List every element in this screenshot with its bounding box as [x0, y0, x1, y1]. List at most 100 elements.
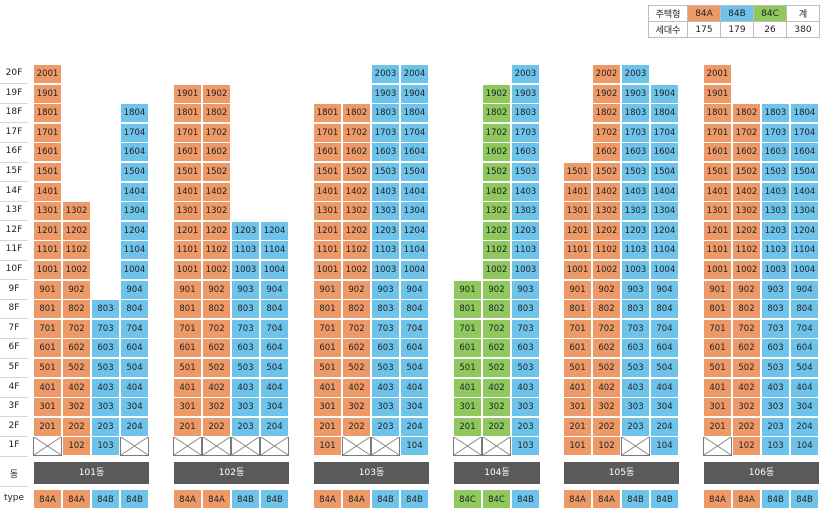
unit-cell: 604 [120, 338, 149, 359]
unit-cell: 503 [621, 358, 650, 378]
unit-cell: 304 [260, 397, 289, 418]
unit-cell: 1004 [790, 260, 819, 280]
unit-cell: 1603 [371, 142, 400, 163]
empty-unit-cell [173, 436, 202, 457]
cross-mark-icon [622, 437, 649, 456]
unit-cell: 1704 [650, 122, 679, 143]
unit-cell: 502 [62, 358, 91, 378]
unit-cell: 1602 [202, 142, 231, 163]
unit-cell: 403 [91, 377, 120, 398]
unit-cell: 502 [342, 358, 371, 378]
floor-separator [0, 455, 28, 457]
unit-cell: 2001 [703, 64, 732, 84]
unit-cell: 603 [231, 338, 260, 359]
unit-cell: 1802 [482, 103, 511, 124]
unit-cell: 601 [563, 338, 592, 359]
unit-cell: 1604 [790, 142, 819, 163]
unit-type-cell: 84A [202, 489, 231, 509]
floor-separator [0, 259, 28, 261]
unit-cell: 401 [703, 377, 732, 398]
unit-cell: 204 [650, 416, 679, 437]
unit-cell: 1202 [202, 220, 231, 241]
unit-cell: 901 [563, 279, 592, 300]
unit-cell: 1804 [790, 103, 819, 124]
unit-cell: 1102 [342, 240, 371, 261]
unit-cell: 404 [260, 377, 289, 398]
unit-cell: 1902 [592, 83, 621, 104]
unit-cell: 1504 [120, 162, 149, 182]
unit-cell: 1704 [400, 122, 429, 143]
unit-cell: 1602 [482, 142, 511, 163]
unit-cell: 501 [33, 358, 62, 378]
unit-cell: 803 [231, 299, 260, 320]
unit-cell: 104 [650, 436, 679, 457]
unit-cell: 1002 [62, 260, 91, 280]
empty-unit-cell [202, 436, 231, 457]
unit-cell: 504 [650, 358, 679, 378]
unit-cell: 903 [231, 279, 260, 300]
unit-cell: 403 [761, 377, 790, 398]
unit-cell: 902 [482, 279, 511, 300]
unit-cell: 1102 [592, 240, 621, 261]
unit-cell: 504 [120, 358, 149, 378]
unit-cell: 2004 [400, 64, 429, 84]
unit-cell: 1101 [703, 240, 732, 261]
unit-cell: 1002 [202, 260, 231, 280]
empty-unit-cell [482, 436, 511, 457]
unit-cell: 901 [173, 279, 202, 300]
unit-cell: 1503 [621, 162, 650, 182]
unit-cell: 1803 [761, 103, 790, 124]
unit-cell: 1302 [342, 201, 371, 222]
unit-cell: 701 [703, 318, 732, 339]
unit-cell: 903 [621, 279, 650, 300]
unit-cell: 1701 [173, 122, 202, 143]
unit-cell: 203 [621, 416, 650, 437]
unit-cell: 702 [342, 318, 371, 339]
unit-cell: 1802 [732, 103, 761, 124]
unit-cell: 1502 [202, 162, 231, 182]
unit-cell: 1003 [511, 260, 540, 280]
unit-cell: 502 [732, 358, 761, 378]
unit-cell: 1701 [313, 122, 342, 143]
unit-cell: 303 [371, 397, 400, 418]
unit-cell: 302 [62, 397, 91, 418]
unit-cell: 404 [650, 377, 679, 398]
unit-cell: 1503 [511, 162, 540, 182]
legend-total-count: 380 [786, 21, 820, 38]
unit-cell: 1501 [313, 162, 342, 182]
unit-cell: 1204 [400, 220, 429, 241]
unit-cell: 804 [790, 299, 819, 320]
cross-mark-icon [483, 437, 510, 456]
unit-cell: 402 [482, 377, 511, 398]
floor-label: 16F [5, 146, 23, 157]
unit-cell: 801 [33, 299, 62, 320]
floor-separator [0, 377, 28, 379]
unit-type-cell: 84B [260, 489, 289, 509]
cross-mark-icon [203, 437, 230, 456]
unit-cell: 302 [342, 397, 371, 418]
unit-cell: 703 [231, 318, 260, 339]
unit-cell: 603 [511, 338, 540, 359]
unit-cell: 1201 [703, 220, 732, 241]
unit-cell: 1804 [400, 103, 429, 124]
unit-cell: 903 [761, 279, 790, 300]
unit-cell: 1702 [342, 122, 371, 143]
unit-cell: 1501 [173, 162, 202, 182]
unit-cell: 602 [62, 338, 91, 359]
empty-unit-cell [342, 436, 371, 457]
unit-cell: 1104 [260, 240, 289, 261]
unit-cell: 103 [761, 436, 790, 457]
unit-cell: 1601 [313, 142, 342, 163]
unit-cell: 801 [173, 299, 202, 320]
unit-cell: 901 [703, 279, 732, 300]
unit-cell: 804 [260, 299, 289, 320]
unit-cell: 1004 [400, 260, 429, 280]
unit-cell: 401 [33, 377, 62, 398]
unit-count-legend: 주택형 84A 84B 84C 계 세대수 175 179 26 380 [648, 5, 820, 38]
unit-cell: 1301 [563, 201, 592, 222]
unit-cell: 604 [400, 338, 429, 359]
cross-mark-icon [343, 437, 370, 456]
unit-type-cell: 84A [592, 489, 621, 509]
unit-cell: 1904 [400, 83, 429, 104]
unit-cell: 1302 [202, 201, 231, 222]
